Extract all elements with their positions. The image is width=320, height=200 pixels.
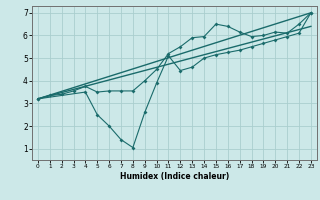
- X-axis label: Humidex (Indice chaleur): Humidex (Indice chaleur): [120, 172, 229, 181]
